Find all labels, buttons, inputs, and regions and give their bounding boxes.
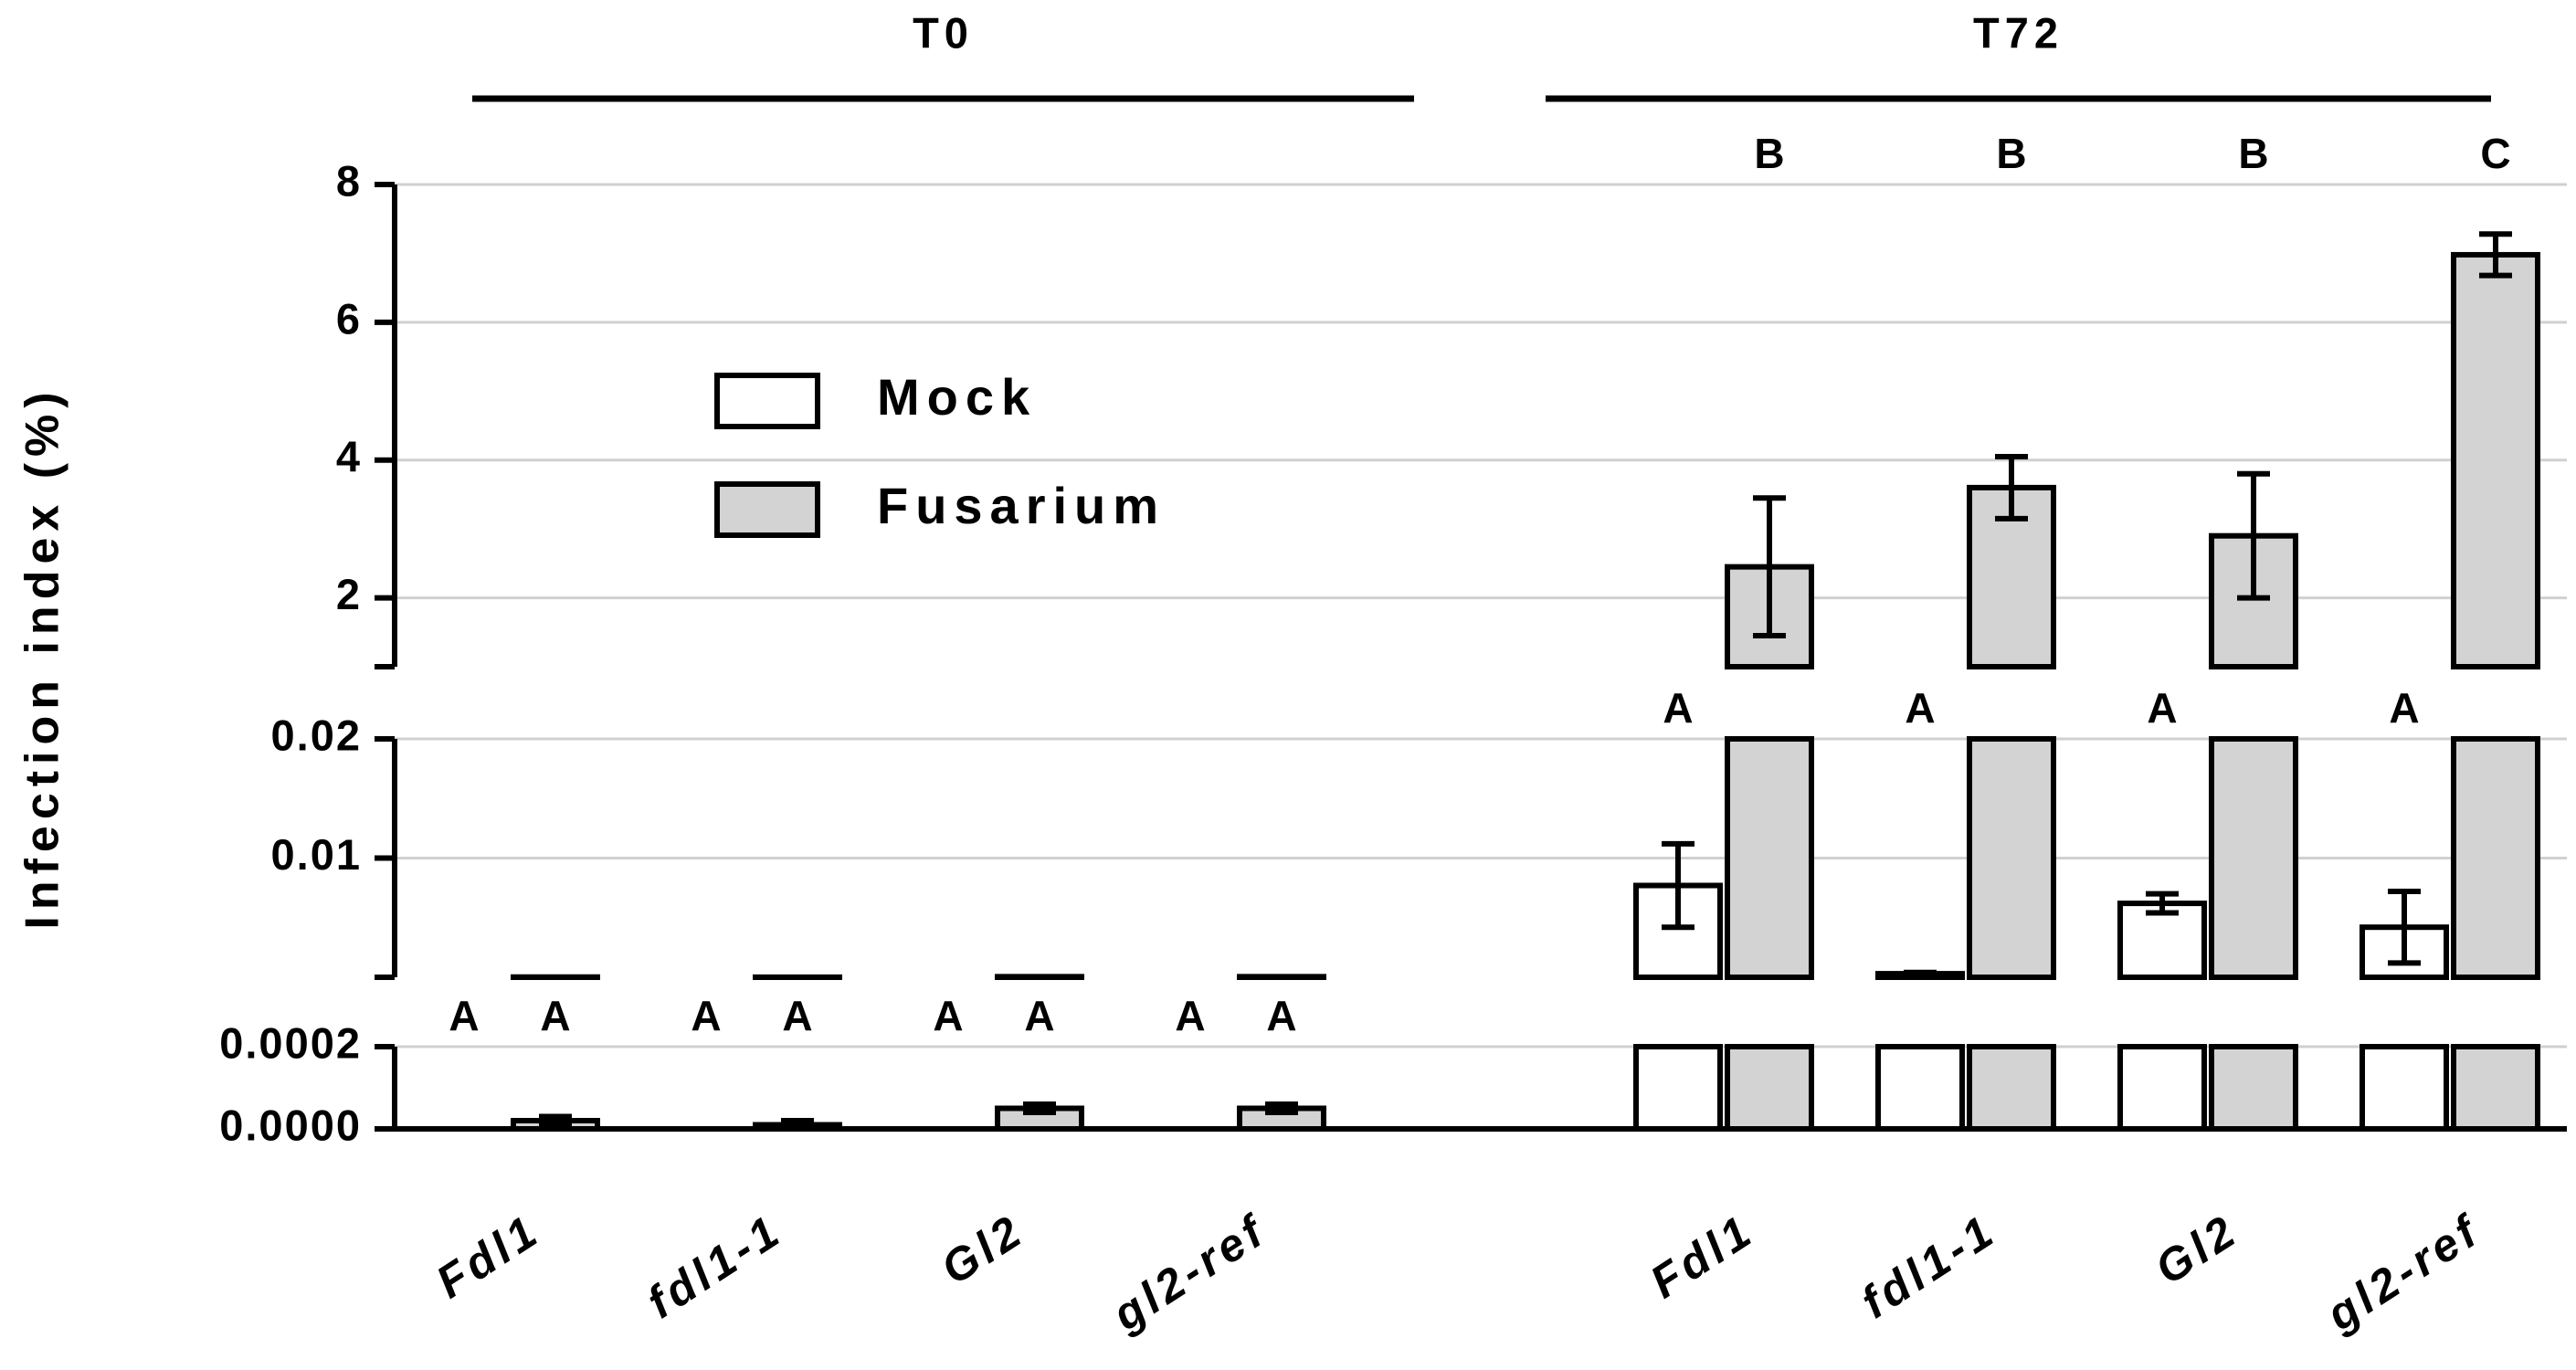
- significance-letter: B: [2238, 130, 2268, 177]
- y-tick-label: 0.0000: [219, 1101, 362, 1149]
- y-tick-label: 8: [336, 156, 362, 205]
- error-bar: [781, 1118, 814, 1132]
- y-tick-label: 6: [336, 294, 362, 342]
- x-tick-label: Gl2: [2147, 1204, 2248, 1294]
- y-tick-label: 4: [336, 432, 362, 480]
- bar: [2209, 1044, 2298, 1132]
- x-tick-label: Fdl1: [428, 1204, 549, 1308]
- significance-letter: B: [1996, 130, 2026, 177]
- error-bar: [1662, 840, 1694, 931]
- y-tick-label: 0.01: [271, 830, 362, 879]
- significance-letter: A: [691, 992, 721, 1039]
- significance-letter: A: [2389, 684, 2419, 732]
- error-bar: [2146, 890, 2179, 916]
- bar: [1725, 736, 1814, 980]
- error-bar: [1995, 453, 2028, 522]
- bar: [1633, 1044, 1723, 1132]
- error-bar: [1904, 969, 1937, 978]
- legend-swatch: [714, 481, 820, 538]
- bar: [1725, 1044, 1814, 1132]
- bar: [2117, 901, 2207, 981]
- significance-letter: A: [1905, 684, 1935, 732]
- bar: [1875, 1044, 1965, 1132]
- bar: [2209, 736, 2298, 980]
- bar: [995, 974, 1084, 981]
- error-bar: [2479, 231, 2512, 279]
- x-tick-label: Fdl1: [1642, 1204, 1763, 1308]
- error-bar: [1265, 1101, 1298, 1115]
- bar: [2117, 1044, 2207, 1132]
- x-tick-label: fdl1-1: [639, 1204, 792, 1328]
- group-label: T72: [1973, 8, 2064, 57]
- significance-letter: A: [449, 992, 479, 1039]
- significance-letter: B: [1754, 130, 1784, 177]
- error-bar: [1023, 1101, 1056, 1115]
- group-label: T0: [913, 8, 974, 57]
- error-bar: [2388, 889, 2421, 966]
- significance-letter: A: [1175, 992, 1205, 1039]
- significance-letter: A: [782, 992, 812, 1039]
- x-tick-label: fdl1-1: [1853, 1204, 2006, 1328]
- x-tick-label: gl2-ref: [2317, 1204, 2489, 1341]
- bar: [2451, 736, 2540, 980]
- y-axis-label: Infection index (%): [16, 385, 69, 929]
- significance-letter: C: [2480, 130, 2510, 177]
- bar: [2360, 1044, 2449, 1132]
- bar: [1967, 1044, 2056, 1132]
- bar: [2451, 251, 2540, 669]
- y-tick-label: 2: [336, 570, 362, 618]
- bar: [1967, 736, 2056, 980]
- error-bar: [2237, 470, 2270, 601]
- x-tick-label: gl2-ref: [1103, 1204, 1275, 1341]
- bar: [1237, 974, 1326, 981]
- significance-letter: A: [540, 992, 570, 1039]
- significance-letter: A: [1024, 992, 1054, 1039]
- bar: [2451, 1044, 2540, 1132]
- error-bar: [1753, 495, 1786, 639]
- legend-swatch: [714, 373, 820, 429]
- y-tick-label: 0.0002: [219, 1018, 362, 1067]
- legend-label: Fusarium: [877, 477, 1166, 534]
- significance-letter: A: [933, 992, 963, 1039]
- significance-letter: A: [1266, 992, 1296, 1039]
- significance-letter: A: [1663, 684, 1693, 732]
- significance-letter: A: [2147, 684, 2177, 732]
- x-tick-label: Gl2: [933, 1204, 1034, 1294]
- legend-label: Mock: [877, 368, 1037, 426]
- error-bar: [539, 1113, 572, 1128]
- y-tick-label: 0.02: [271, 711, 362, 759]
